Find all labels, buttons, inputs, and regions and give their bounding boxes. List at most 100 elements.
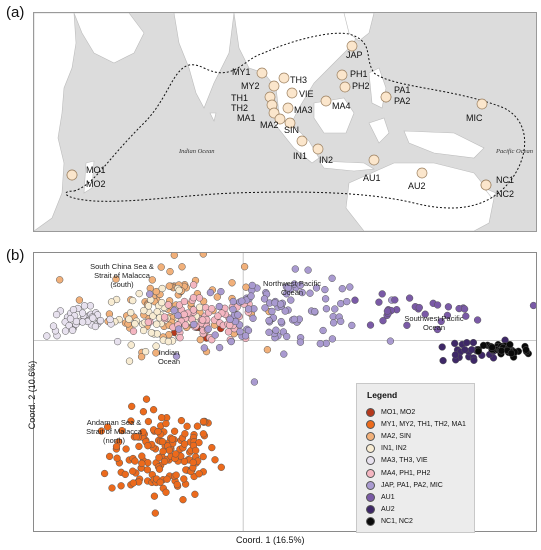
scatter-point: [125, 357, 134, 365]
scatter-point: [214, 312, 222, 320]
scatter-point: [127, 341, 135, 349]
legend-swatch: [366, 517, 375, 527]
scatter-point: [280, 350, 288, 358]
scatter-point: [138, 452, 146, 460]
svg-text:VIE: VIE: [299, 89, 314, 99]
scatter-point: [215, 302, 223, 311]
scatter-point: [129, 327, 138, 335]
scatter-point: [176, 334, 184, 342]
scatter-point: [153, 320, 161, 328]
scatter-point: [107, 298, 116, 306]
legend-label: MA3, TH3, VIE: [381, 457, 428, 465]
scatter-point: [281, 307, 289, 315]
scatter-point: [162, 419, 170, 428]
svg-text:MA1: MA1: [237, 113, 256, 123]
scatter-point: [229, 297, 237, 306]
scatter-point: [244, 305, 253, 313]
scatter-point: [166, 267, 174, 276]
scatter-point: [137, 353, 146, 361]
scatter-point: [170, 306, 178, 314]
legend-swatch: [366, 419, 375, 429]
scatter-point: [405, 294, 414, 302]
scatter-point: [61, 327, 70, 335]
scatter-point: [132, 433, 141, 441]
site-jap: JAP: [346, 40, 363, 60]
svg-text:NC1: NC1: [496, 175, 514, 185]
scatter-point: [100, 469, 109, 478]
scatter-point: [179, 496, 187, 504]
legend-item: JAP, PA1, PA2, MIC: [366, 479, 474, 491]
scatter-point: [236, 327, 244, 336]
scatter-point: [250, 378, 259, 386]
scatter-point: [217, 287, 225, 296]
legend-item: IN1, IN2: [366, 443, 474, 455]
legend-label: AU1: [381, 493, 395, 501]
scatter-point: [112, 442, 121, 451]
ocean-label-pacific: Pacific Ocean: [495, 148, 533, 155]
scatter-point: [52, 310, 61, 319]
scatter-point: [346, 283, 354, 291]
scatter-point: [474, 347, 483, 355]
site-au1: AU1: [363, 154, 381, 183]
scatter-point: [142, 395, 151, 403]
scatter-point: [158, 437, 167, 446]
svg-text:AU1: AU1: [363, 173, 381, 183]
scatter-point: [226, 315, 234, 323]
svg-text:MA3: MA3: [294, 105, 313, 115]
scatter-point: [175, 286, 183, 294]
scatter-point: [206, 288, 215, 297]
scatter-point: [298, 288, 306, 297]
scatter-point: [103, 423, 112, 431]
scatter-point: [199, 452, 207, 461]
scatter-point: [139, 326, 148, 335]
scatter-point: [287, 296, 295, 304]
scatter-point: [175, 325, 183, 333]
scatter-point: [125, 315, 133, 323]
svg-text:PA1: PA1: [394, 85, 410, 95]
scatter-point: [337, 317, 345, 326]
site-au2: AU2: [408, 167, 428, 191]
ocean-label-indian: Indian Ocean: [178, 148, 215, 155]
scatter-point: [135, 442, 143, 451]
svg-text:MO1: MO1: [86, 165, 106, 175]
scatter-point: [238, 297, 246, 305]
scatter-point: [163, 475, 171, 483]
legend-label: NC1, NC2: [381, 518, 413, 526]
scatter-point: [191, 490, 199, 498]
scatter-point: [131, 457, 139, 465]
map-svg: Indian Ocean Pacific Ocean JAP MY1 TH3 P…: [34, 13, 533, 231]
scatter-point: [56, 276, 64, 284]
scatter-point: [139, 428, 147, 436]
scatter-point: [196, 336, 204, 344]
site-mic: MIC: [466, 98, 488, 123]
region-labels: South China Sea & Strait of Malacca (south…: [86, 262, 464, 445]
legend-swatch: [366, 431, 375, 441]
scatter-point: [144, 442, 152, 450]
scatter-point: [529, 301, 536, 310]
scatter-point: [69, 306, 78, 314]
scatter-point: [296, 281, 304, 289]
scatter-point: [157, 263, 165, 271]
scatter-point: [189, 281, 198, 289]
legend-label: MA4, PH1, PH2: [381, 469, 431, 477]
svg-text:MIC: MIC: [466, 113, 483, 123]
scatter-point: [177, 416, 186, 425]
scatter-point: [149, 312, 157, 320]
scatter-point: [173, 480, 181, 489]
legend-swatch: [366, 480, 375, 490]
svg-text:MO2: MO2: [86, 179, 106, 189]
svg-text:MY2: MY2: [241, 81, 260, 91]
scatter-point: [312, 284, 321, 292]
svg-text:MA2: MA2: [260, 120, 279, 130]
scatter-point: [78, 318, 87, 326]
region-label: Indian Ocean: [158, 348, 180, 366]
x-axis-label: Coord. 1 (16.5%): [236, 535, 305, 545]
scatter-point: [128, 402, 136, 411]
scatter-point: [135, 289, 143, 298]
scatter-point: [68, 326, 77, 334]
scatter-point: [462, 312, 470, 320]
sampling-boundary: [65, 32, 526, 209]
site-pa2: PA2: [380, 91, 410, 106]
map-panel: Indian Ocean Pacific Ocean JAP MY1 TH3 P…: [33, 12, 537, 232]
scatter-point: [189, 294, 198, 302]
